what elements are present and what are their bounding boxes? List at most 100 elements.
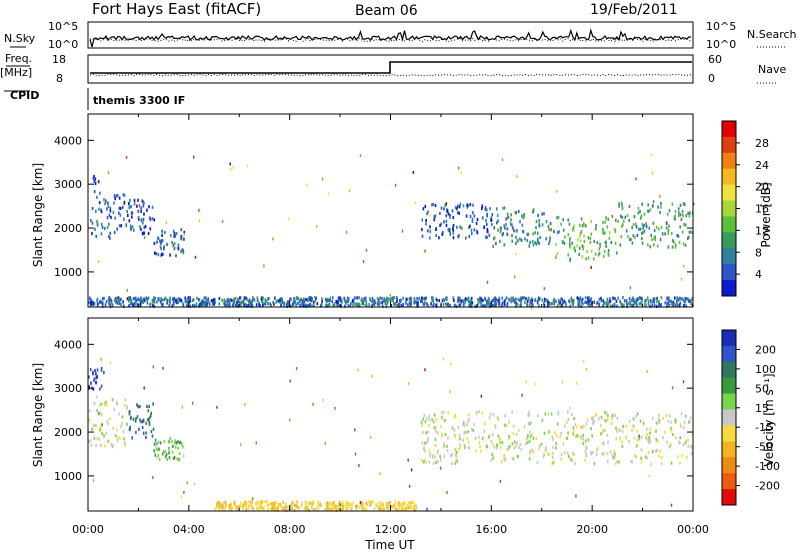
data-cell: [183, 230, 186, 234]
data-cell: [645, 298, 647, 302]
data-cell: [394, 500, 397, 504]
data-cell: [649, 304, 651, 308]
data-cell: [445, 302, 447, 306]
data-cell: [641, 299, 643, 303]
noise-cell: [369, 435, 372, 439]
data-cell: [205, 302, 208, 306]
noise-cell: [324, 441, 326, 445]
data-cell: [615, 218, 617, 222]
data-cell: [640, 214, 643, 218]
noise-cell: [152, 365, 155, 369]
data-cell: [124, 443, 126, 447]
data-cell: [150, 430, 153, 434]
data-cell: [107, 204, 110, 208]
data-cell: [443, 442, 445, 446]
noise-cell: [348, 189, 351, 193]
data-cell: [487, 435, 490, 439]
data-cell: [292, 303, 295, 307]
data-cell: [684, 441, 686, 445]
noise-cell: [508, 233, 510, 237]
data-cell: [455, 451, 458, 455]
colorbar-tick-label: 100: [755, 363, 776, 376]
data-cell: [118, 196, 121, 200]
data-cell: [244, 500, 247, 504]
data-cell: [408, 301, 411, 305]
data-cell: [494, 424, 496, 428]
noise-cell: [194, 255, 197, 259]
data-cell: [602, 441, 605, 445]
data-cell: [616, 251, 618, 255]
data-cell: [581, 297, 584, 301]
data-cell: [456, 225, 458, 229]
data-cell: [528, 244, 531, 248]
data-cell: [645, 222, 647, 226]
data-cell: [573, 246, 576, 250]
data-cell: [511, 239, 513, 243]
data-cell: [567, 431, 569, 435]
data-cell: [470, 228, 473, 232]
data-cell: [615, 437, 618, 441]
data-cell: [600, 415, 603, 419]
data-cell: [261, 506, 264, 510]
data-cell: [344, 299, 347, 303]
data-cell: [425, 460, 427, 464]
data-cell: [272, 501, 274, 505]
data-cell: [636, 233, 639, 237]
data-cell: [565, 436, 567, 440]
data-cell: [576, 434, 578, 438]
data-cell: [517, 297, 520, 301]
data-cell: [131, 215, 133, 219]
noise-cell: [362, 260, 365, 263]
data-cell: [484, 422, 486, 426]
data-cell: [582, 437, 585, 441]
data-cell: [166, 242, 168, 246]
data-cell: [638, 302, 641, 306]
data-cell: [346, 299, 348, 304]
data-cell: [152, 427, 155, 431]
data-cell: [130, 227, 132, 231]
noise-cell: [306, 183, 308, 187]
data-cell: [515, 235, 517, 239]
data-cell: [615, 299, 618, 303]
data-cell: [295, 303, 297, 307]
data-cell: [175, 232, 178, 236]
data-cell: [506, 212, 509, 216]
data-cell: [486, 227, 489, 232]
data-cell: [577, 302, 579, 306]
data-cell: [476, 231, 479, 235]
data-cell: [671, 202, 674, 206]
data-cell: [310, 505, 313, 509]
data-cell: [639, 419, 642, 423]
data-cell: [684, 299, 686, 303]
data-cell: [659, 449, 662, 453]
data-cell: [651, 303, 653, 307]
data-cell: [160, 247, 162, 251]
data-cell: [637, 207, 640, 211]
noise-cell: [681, 215, 683, 219]
data-cell: [178, 441, 181, 445]
data-cell: [563, 241, 566, 246]
data-cell: [337, 505, 340, 509]
data-cell: [178, 297, 180, 301]
data-cell: [645, 225, 648, 229]
data-cell: [613, 303, 616, 307]
noise-cell: [585, 367, 588, 371]
data-cell: [656, 448, 658, 452]
data-cell: [555, 446, 557, 450]
data-cell: [137, 198, 139, 202]
data-cell: [137, 297, 139, 301]
data-cell: [644, 299, 646, 303]
data-cell: [569, 239, 571, 243]
data-cell: [604, 410, 606, 414]
data-cell: [333, 504, 335, 508]
data-cell: [230, 298, 233, 302]
data-cell: [516, 229, 518, 233]
colorbar-tick-label: 16: [755, 203, 769, 216]
data-cell: [363, 298, 366, 302]
noise-cell: [515, 252, 517, 256]
data-cell: [605, 419, 607, 423]
data-cell: [140, 206, 142, 210]
data-cell: [665, 221, 668, 225]
data-cell: [660, 205, 662, 209]
date-label: 19/Feb/2011: [590, 2, 678, 18]
